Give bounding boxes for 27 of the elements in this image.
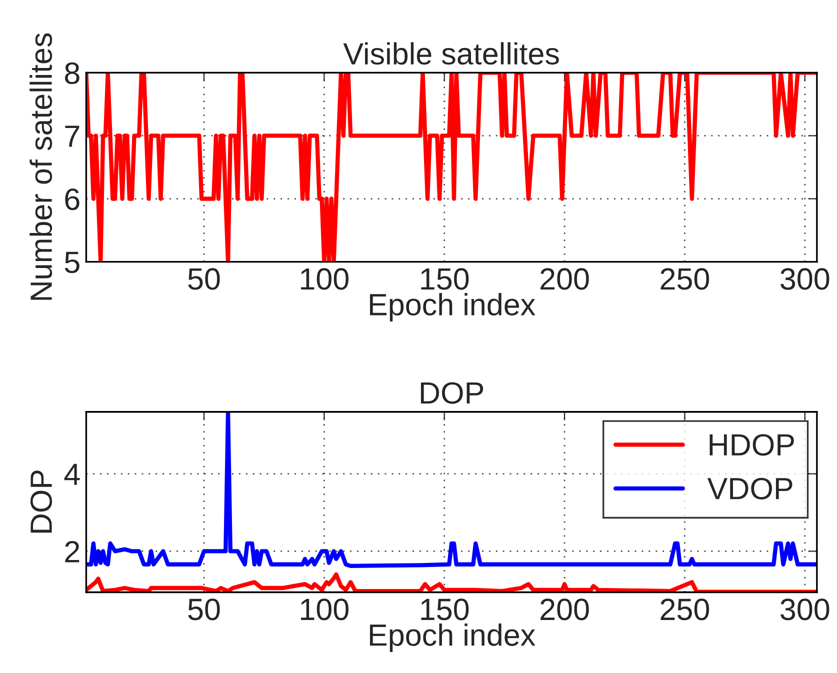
y-tick-label: 2: [65, 540, 80, 562]
x-axis-title: Epoch index: [370, 293, 536, 322]
y-tick-label: 4: [64, 464, 80, 485]
x-tick-label: 150: [421, 598, 469, 620]
x-tick-label: 300: [780, 598, 830, 620]
x-tick-label: 150: [421, 268, 469, 290]
y-axis-title: Number of satellites: [30, 33, 52, 300]
x-tick-label: 200: [540, 268, 589, 290]
y-tick-label: 5: [64, 252, 80, 274]
chart-title: DOP: [420, 382, 484, 404]
x-tick-label: 250: [660, 598, 710, 620]
x-tick-label: 50: [188, 268, 220, 290]
y-axis-title: DOP: [30, 470, 52, 533]
y-tick-label: 8: [64, 62, 80, 84]
legend-label: VDOP: [707, 478, 792, 500]
line-series: [86, 72, 817, 262]
x-tick-label: 200: [540, 598, 589, 620]
x-tick-label: 250: [660, 268, 710, 290]
legend-label: HDOP: [710, 434, 794, 456]
x-axis-title: Epoch index: [370, 624, 536, 652]
x-tick-label: 50: [188, 598, 220, 620]
chart-title: Visible satellites: [343, 42, 559, 65]
x-tick-label: 100: [301, 268, 348, 290]
y-tick-label: 7: [65, 126, 80, 147]
x-tick-label: 100: [301, 598, 348, 620]
x-tick-label: 300: [780, 268, 830, 290]
y-tick-label: 6: [65, 188, 80, 210]
